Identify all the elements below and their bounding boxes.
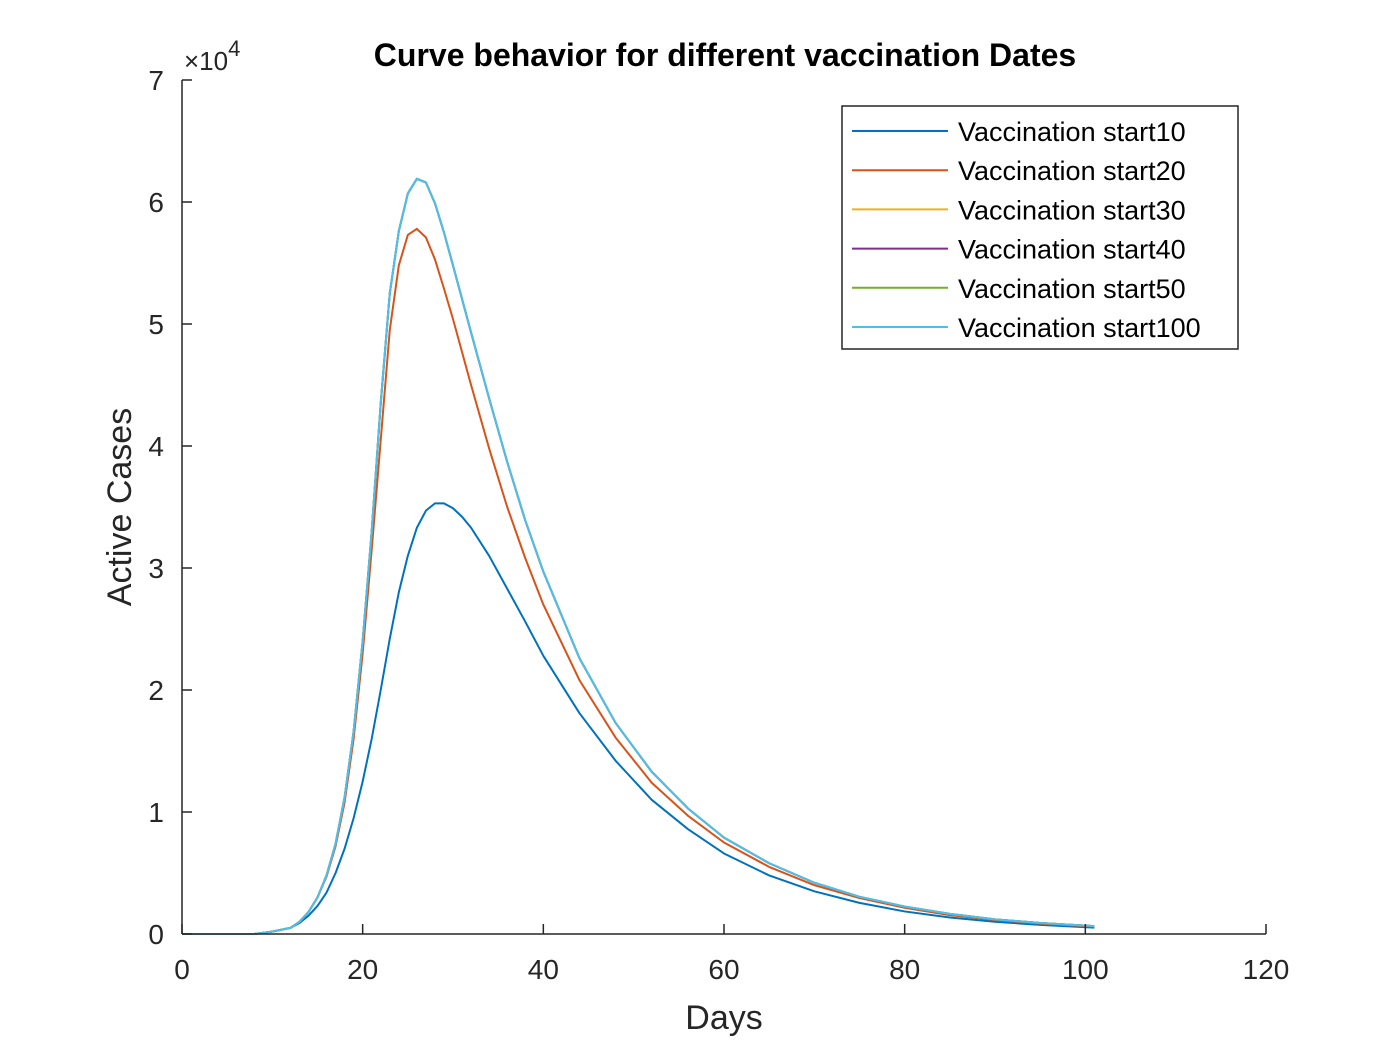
series-line-0	[182, 502, 1095, 935]
y-tick-label: 3	[148, 553, 164, 584]
x-tick-label: 100	[1062, 954, 1109, 985]
y-tick-label: 5	[148, 309, 164, 340]
y-axis-exponent-base: ×10	[184, 46, 228, 76]
legend-label-4: Vaccination start50	[958, 274, 1186, 304]
legend-label-3: Vaccination start40	[958, 235, 1186, 265]
y-axis-exponent-power: 4	[228, 36, 240, 61]
series-line-5	[182, 177, 1095, 935]
plot-area: 0 20 40 60 80 100 120 0 1 2 3 4 5 6 7	[148, 65, 1289, 985]
legend-label-2: Vaccination start30	[958, 195, 1186, 225]
legend-label-1: Vaccination start20	[958, 156, 1186, 186]
x-tick-label: 0	[174, 954, 190, 985]
y-axis-exponent: ×104	[184, 36, 240, 76]
legend-box	[841, 105, 1239, 350]
y-tick-label: 1	[148, 797, 164, 828]
y-tick-label: 7	[148, 65, 164, 96]
x-tick-label: 80	[889, 954, 920, 985]
y-tick-label: 2	[148, 675, 164, 706]
legend-label-5: Vaccination start100	[958, 313, 1201, 343]
y-axis-title: Active Cases	[101, 408, 139, 606]
y-tick-label: 6	[148, 187, 164, 218]
x-axis-title: Days	[685, 999, 762, 1037]
x-tick-label: 120	[1243, 954, 1290, 985]
x-tick-label: 40	[528, 954, 559, 985]
x-tick-label: 20	[347, 954, 378, 985]
y-tick-label: 0	[148, 919, 164, 950]
x-tick-label: 60	[708, 954, 739, 985]
legend-label-0: Vaccination start10	[958, 117, 1186, 147]
chart-title: Curve behavior for different vaccination…	[374, 37, 1076, 73]
legend: Vaccination start10 Vaccination start20 Va…	[841, 105, 1239, 350]
y-tick-label: 4	[148, 431, 164, 462]
